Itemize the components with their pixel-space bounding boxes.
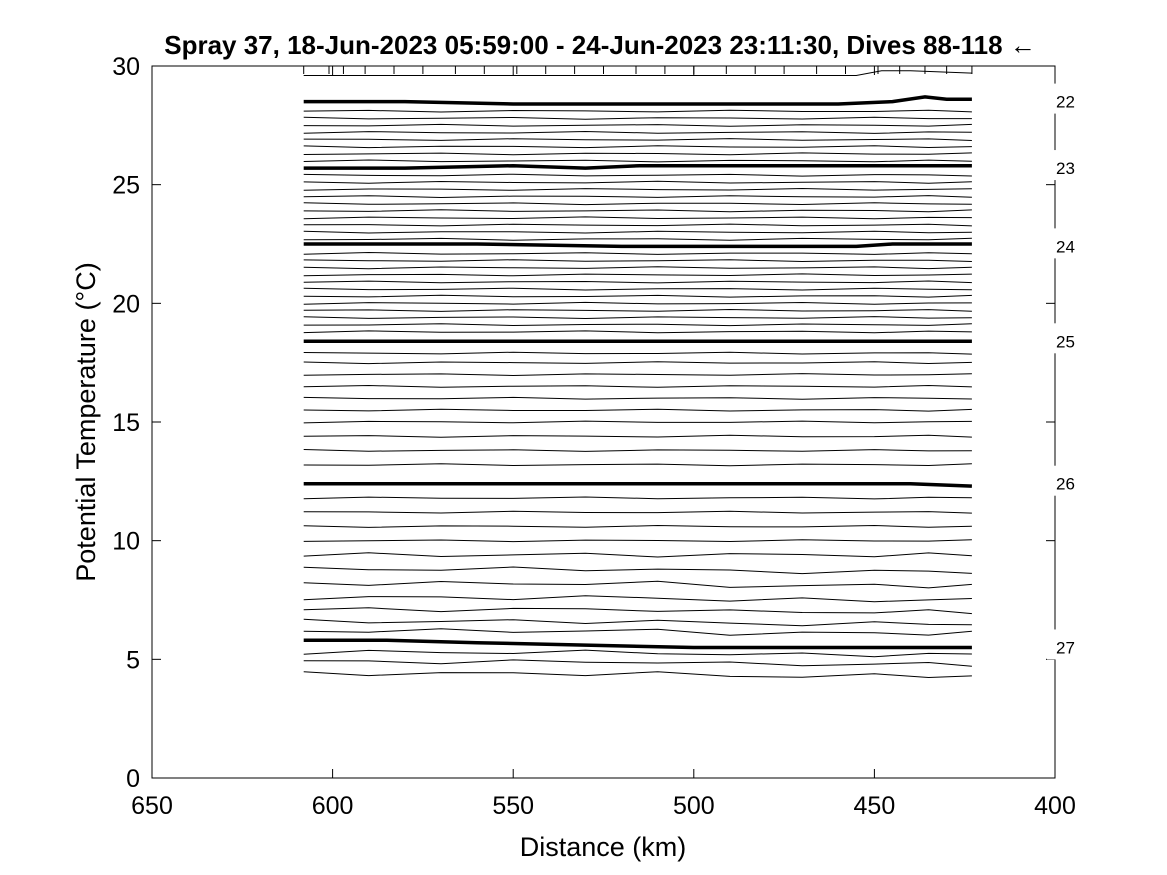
chart-title: Spray 37, 18-Jun-2023 05:59:00 - 24-Jun-…: [164, 30, 1036, 60]
contour-line: [303, 123, 972, 127]
contour-line: [303, 539, 972, 543]
isopycnal-label: 27: [1056, 638, 1075, 657]
contour-line: [303, 308, 972, 312]
x-tick-label: 600: [312, 792, 354, 820]
contour-line: [303, 116, 972, 120]
contour-line: [303, 287, 972, 291]
x-tick-label: 550: [492, 792, 534, 820]
contour-line: [303, 259, 972, 263]
contour-line: [303, 266, 972, 270]
contour-line: [303, 580, 972, 589]
y-axis-label: Potential Temperature (°C): [71, 262, 101, 581]
isopycnal-contour-23: [303, 163, 972, 170]
contour-line: [303, 223, 972, 227]
contour-line: [303, 138, 972, 141]
contour-line: [303, 607, 972, 615]
isopycnal-labels: 22 23 24 25 26 27: [1047, 83, 1077, 660]
contour-line: [303, 420, 972, 424]
contour-line: [303, 301, 972, 305]
contour-line: [303, 130, 972, 134]
contour-line: [303, 628, 972, 636]
contour-line: [303, 463, 972, 467]
contour-line: [303, 552, 972, 558]
contour-line: [303, 671, 972, 679]
isopycnal-contour-27: [303, 638, 972, 650]
contour-line: [303, 280, 972, 284]
contour-lines: [303, 70, 972, 679]
x-tick-label: 400: [1034, 792, 1076, 820]
x-axis-ticks: 650 600 550 500 450 400: [131, 66, 1076, 820]
y-tick-label: 10: [112, 528, 140, 556]
contour-line: [303, 187, 972, 191]
contour-line: [303, 180, 972, 184]
isopycnal-label-bg: [1047, 323, 1077, 354]
contour-line: [303, 524, 972, 528]
x-tick-label: 450: [854, 792, 896, 820]
contour-line: [303, 273, 972, 277]
contour-line: [303, 294, 972, 298]
plot-area: 650 600 550 500 450 400 0 5 10 15 20 25 30 22 23 24 25…: [112, 53, 1077, 820]
contour-line: [303, 434, 972, 438]
contour-line: [303, 618, 972, 627]
y-tick-label: 20: [112, 290, 140, 318]
contour-line: [303, 330, 972, 334]
y-tick-label: 0: [126, 765, 140, 793]
contour-line: [303, 566, 972, 575]
isopycnal-label: 23: [1056, 159, 1075, 178]
isopycnal-label-bg: [1047, 228, 1077, 259]
contour-line: [303, 202, 972, 206]
isopycnal-label-bg: [1047, 150, 1077, 181]
contour-line: [303, 510, 972, 514]
isopycnal-contour-26: [303, 481, 972, 488]
isopycnal-label: 26: [1056, 475, 1075, 494]
contour-line: [303, 659, 972, 667]
contour-line: [303, 216, 972, 220]
contour-line: [303, 649, 972, 658]
isopycnal-label: 25: [1056, 332, 1075, 351]
contour-line: [303, 251, 972, 255]
contour-line: [303, 209, 972, 213]
contour-line: [303, 361, 972, 365]
y-tick-label: 30: [112, 53, 140, 81]
surface-contour-line: [303, 70, 972, 76]
contour-line: [303, 195, 972, 199]
isopycnal-label-bg: [1047, 465, 1077, 496]
y-tick-label: 25: [112, 172, 140, 200]
x-tick-label: 650: [131, 792, 173, 820]
contour-line: [303, 230, 972, 234]
isopycnal-contour-24: [303, 242, 972, 249]
dive-position-ticks: [303, 66, 973, 74]
x-axis-label: Distance (km): [520, 832, 687, 862]
contour-line: [303, 323, 972, 327]
contour-line: [303, 351, 972, 355]
isopycnal-label: 22: [1056, 93, 1075, 112]
contour-line: [303, 109, 972, 113]
contour-line: [303, 159, 972, 163]
isopycnal-label-bg: [1047, 83, 1077, 114]
isopycnal-contour-22: [303, 95, 972, 106]
contour-line: [303, 173, 972, 177]
contour-line: [303, 316, 972, 320]
contour-line: [303, 373, 972, 377]
contour-line: [303, 396, 972, 400]
isopycnal-label: 24: [1056, 237, 1075, 256]
isopycnal-label-bg: [1047, 629, 1077, 660]
contour-line: [303, 449, 972, 452]
y-tick-label: 5: [126, 646, 140, 674]
x-tick-label: 500: [673, 792, 715, 820]
contour-line: [303, 408, 972, 412]
contour-line: [303, 496, 972, 500]
contour-line: [303, 145, 972, 149]
contour-line: [303, 152, 972, 156]
contour-line: [303, 237, 972, 241]
y-axis-ticks: 0 5 10 15 20 25 30: [112, 53, 1055, 793]
y-tick-label: 15: [112, 409, 140, 437]
contour-line: [303, 595, 972, 603]
contour-line: [303, 384, 972, 388]
